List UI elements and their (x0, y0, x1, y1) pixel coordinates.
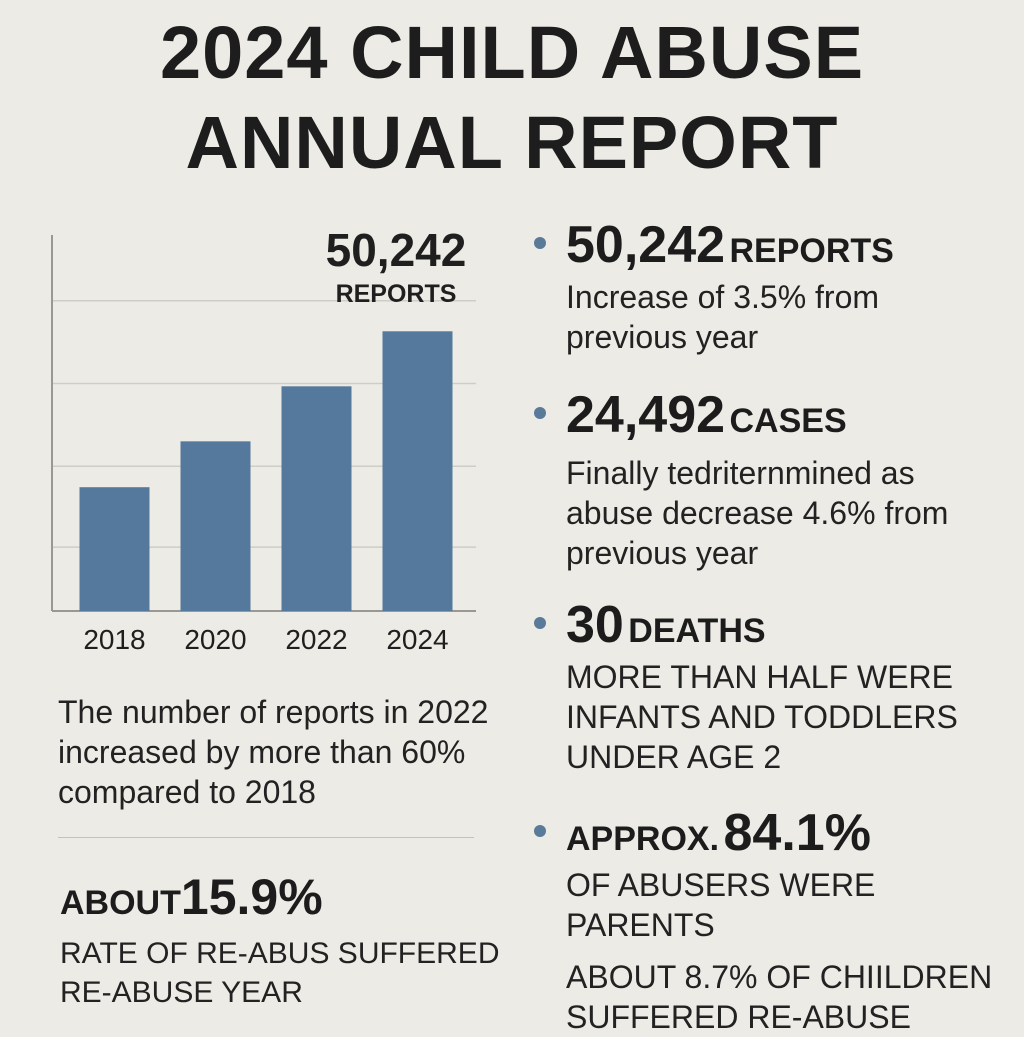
left-divider (58, 837, 474, 838)
chart-callout-value: 50,242 (325, 224, 467, 276)
stat-description: MORE THAN HALF WERE INFANTS AND TODDLERS… (566, 659, 958, 775)
stat-heading: 24,492 CASES (566, 385, 847, 445)
stat-number: 30 (566, 596, 624, 654)
chart-callout-label: REPORTS (335, 280, 457, 308)
stat-number: 84.1% (723, 804, 871, 862)
stat-unit: CASES (729, 402, 847, 440)
stat-bullet (534, 617, 546, 629)
chart-note: The number of reports in 2022 increased … (58, 694, 489, 810)
stat-number: 24,492 (566, 386, 726, 444)
stat-number: 50,242 (566, 216, 726, 274)
reports-bar-chart: 2018 2020 2022 2024 (51, 235, 476, 655)
bar-2020 (180, 441, 251, 611)
x-tick-label: 2024 (386, 624, 448, 655)
stat-unit: REPORTS (729, 232, 894, 270)
bar-2018 (79, 487, 150, 611)
bar-2024 (382, 331, 453, 611)
report-title-line-1: 2024 CHILD ABUSE (159, 11, 865, 94)
stat-bullet (534, 237, 546, 249)
bar-2022 (281, 386, 352, 611)
stat-description: Finally tedriternmined as abuse decrease… (566, 455, 949, 571)
stat-bullet (534, 825, 546, 837)
x-tick-label: 2018 (83, 624, 145, 655)
rate-heading: ABOUT15.9% (60, 868, 323, 926)
stat-description: OF ABUSERS WERE PARENTS (566, 867, 876, 943)
stat-bullet (534, 407, 546, 419)
stat-unit: DEATHS (628, 612, 766, 650)
stat-description: Increase of 3.5% from previous year (566, 279, 880, 355)
chart-callout: 50,242 REPORTS (300, 222, 492, 310)
rate-label: ABOUT (60, 884, 181, 922)
stat-heading: 50,242 REPORTS (566, 215, 894, 275)
report-title-line-2: ANNUAL REPORT (185, 101, 839, 184)
stat-heading: 30 DEATHS (566, 595, 766, 655)
x-tick-label: 2020 (184, 624, 246, 655)
x-tick-label: 2022 (285, 624, 347, 655)
stat-heading: APPROX. 84.1% (566, 803, 871, 863)
stat-prefix: APPROX. (566, 820, 720, 858)
rate-description: RATE OF RE-ABUS SUFFERED RE-ABUSE YEAR (60, 937, 500, 1009)
report-title: 2024 CHILD ABUSE ANNUAL REPORT (0, 8, 1024, 188)
children-note: ABOUT 8.7% OF CHIILDREN SUFFERED RE-ABUS… (566, 959, 993, 1035)
rate-value: 15.9% (180, 869, 323, 925)
